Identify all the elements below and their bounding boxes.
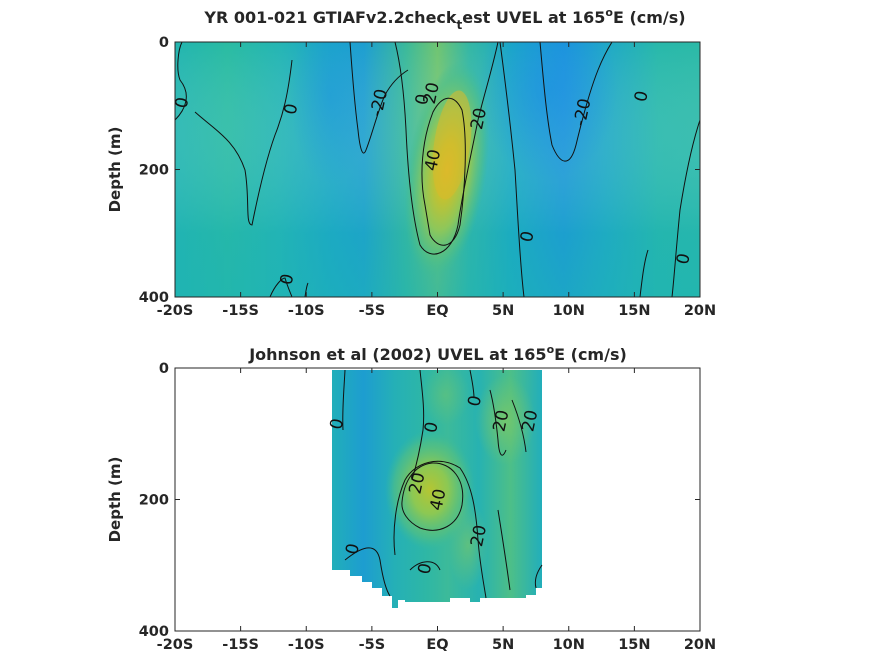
bottom-contour-label: 20 [489, 408, 513, 433]
top-contour-label: 40 [421, 147, 445, 172]
bottom-x-tick-label: 20N [684, 637, 716, 653]
top-x-tick-label: -10S [288, 303, 325, 319]
top-x-tick-label: -20S [157, 303, 194, 319]
top-panel: YR 001-021 GTIAFv2.2checktest UVEL at 16… [106, 6, 716, 319]
bottom-contour-label: 0 [342, 542, 364, 557]
bottom-contour-label: 0 [414, 561, 436, 576]
top-x-tick-label: 5N [492, 303, 514, 319]
bottom-x-tick-label: -10S [288, 637, 325, 653]
bottom-chart-title: Johnson et al (2002) UVEL at 165oE (cm/s… [248, 343, 627, 364]
bottom-y-axis-label: Depth (m) [106, 457, 124, 543]
top-heatmap [175, 42, 700, 297]
bottom-x-tick-label: 10N [553, 637, 585, 653]
bottom-contour-lines [342, 369, 543, 599]
bottom-x-tick-label: -20S [157, 637, 194, 653]
top-contour-label: 0 [631, 89, 653, 104]
bottom-x-tick-label: 5N [492, 637, 514, 653]
top-x-tick-label: -5S [359, 303, 386, 319]
top-y-tick-label: 400 [139, 290, 169, 306]
top-contour-label: 20 [420, 81, 444, 106]
bottom-contour-label: 0 [327, 417, 349, 432]
bottom-contour-label: 20 [467, 523, 491, 548]
top-x-tick-label: 15N [618, 303, 650, 319]
bottom-contour-label: 0 [464, 394, 486, 409]
bottom-x-tick-label: EQ [426, 637, 448, 653]
top-contour-label: 20 [467, 106, 491, 131]
top-contour-label: 0 [172, 95, 194, 110]
top-contour-label: 0 [412, 92, 434, 107]
bottom-contour-label: 40 [426, 487, 450, 512]
top-y-axis-label: Depth (m) [106, 127, 124, 213]
top-contour-lines [175, 42, 700, 297]
top-contour-label: 0 [517, 229, 539, 244]
top-contour-label: 0 [673, 252, 695, 267]
bottom-x-tick-label: -15S [222, 637, 259, 653]
bottom-y-tick-label: 0 [159, 361, 169, 377]
bottom-contour-label: 0 [421, 420, 443, 435]
top-contour-label: 0 [277, 272, 299, 287]
bottom-axes: -20S -15S -10S -5S EQ 5N 10N 15N 20N0200400Depth… [106, 361, 716, 653]
top-axes: -20S -15S -10S -5S EQ 5N 10N 15N 20N0200400Depth… [106, 35, 716, 319]
bottom-heatmap [332, 370, 542, 608]
top-x-tick-label: 10N [553, 303, 585, 319]
top-y-tick-label: 0 [159, 35, 169, 51]
bottom-contour-label: 20 [518, 408, 542, 433]
top-x-tick-label: EQ [426, 303, 448, 319]
bottom-x-tick-label: 15N [618, 637, 650, 653]
bottom-y-tick-label: 400 [139, 624, 169, 640]
top-x-tick-label: -15S [222, 303, 259, 319]
bottom-panel: Johnson et al (2002) UVEL at 165oE (cm/s… [106, 343, 716, 653]
top-contour-label: 0 [281, 102, 303, 117]
top-y-tick-label: 200 [139, 163, 169, 179]
bottom-x-tick-label: -5S [359, 637, 386, 653]
top-chart-title: YR 001-021 GTIAFv2.2checktest UVEL at 16… [203, 6, 685, 32]
bottom-contour-label: 20 [405, 471, 429, 496]
top-x-tick-label: 20N [684, 303, 716, 319]
bottom-y-tick-label: 200 [139, 493, 169, 509]
